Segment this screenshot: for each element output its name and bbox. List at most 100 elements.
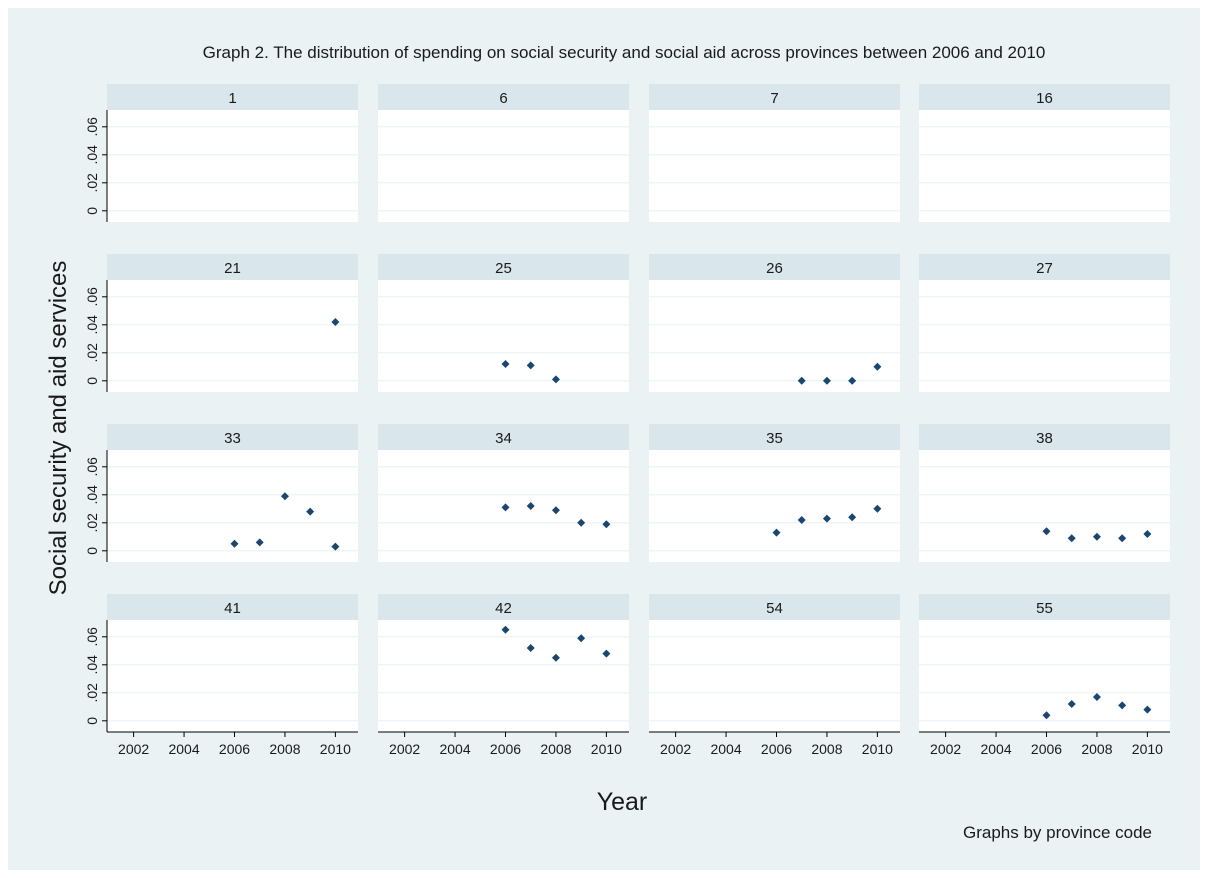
x-tick-label: 2004 bbox=[168, 741, 199, 757]
x-tick-label: 2008 bbox=[540, 741, 571, 757]
panel-label: 21 bbox=[224, 260, 241, 277]
plot-area bbox=[919, 110, 1170, 222]
y-tick-label: .04 bbox=[84, 145, 100, 165]
panel-label: 42 bbox=[495, 600, 512, 617]
data-point bbox=[1092, 532, 1101, 541]
data-point bbox=[1067, 534, 1076, 543]
y-tick-label: .06 bbox=[84, 627, 100, 647]
plot-area bbox=[107, 110, 358, 222]
data-point bbox=[1067, 700, 1076, 708]
x-tick-label: 2002 bbox=[118, 741, 149, 757]
x-tick-label: 2010 bbox=[862, 741, 893, 757]
panel-label: 25 bbox=[495, 260, 512, 277]
y-axis-label: Social security and aid services bbox=[45, 261, 72, 596]
plot-area bbox=[107, 280, 358, 392]
x-tick-label: 2006 bbox=[1031, 741, 1062, 757]
x-tick-label: 2006 bbox=[761, 741, 792, 757]
data-point bbox=[577, 518, 586, 527]
panel-label: 54 bbox=[766, 600, 783, 617]
data-point bbox=[230, 539, 239, 548]
panel-label: 34 bbox=[495, 430, 512, 447]
data-point bbox=[873, 362, 882, 371]
panel-header bbox=[378, 424, 629, 450]
plot-area bbox=[649, 280, 900, 392]
panel-label: 55 bbox=[1036, 600, 1053, 617]
data-point bbox=[577, 634, 586, 643]
panel-label: 27 bbox=[1036, 260, 1053, 277]
data-point bbox=[822, 514, 831, 523]
y-tick-label: .06 bbox=[84, 117, 100, 137]
y-tick-label: .04 bbox=[84, 655, 100, 675]
panel-header bbox=[378, 84, 629, 110]
data-point bbox=[602, 649, 611, 658]
x-tick-label: 2004 bbox=[980, 741, 1011, 757]
data-point bbox=[1118, 534, 1127, 543]
plot-area bbox=[107, 620, 358, 732]
panel-header bbox=[649, 84, 900, 110]
y-tick-label: .02 bbox=[84, 683, 100, 703]
panel-label: 6 bbox=[499, 90, 507, 107]
x-tick-label: 2004 bbox=[439, 741, 470, 757]
y-tick-label: 0 bbox=[84, 377, 100, 385]
plot-area bbox=[919, 450, 1170, 562]
data-point bbox=[280, 492, 289, 501]
x-tick-label: 2010 bbox=[591, 741, 622, 757]
y-tick-label: 0 bbox=[84, 717, 100, 725]
data-point bbox=[551, 375, 560, 384]
panel-header bbox=[107, 254, 358, 280]
data-point bbox=[551, 653, 560, 662]
data-point bbox=[1092, 693, 1101, 701]
plot-area bbox=[649, 620, 900, 732]
y-tick-label: .06 bbox=[84, 287, 100, 307]
x-tick-label: 2002 bbox=[389, 741, 420, 757]
data-point bbox=[848, 376, 857, 385]
plot-area bbox=[378, 280, 629, 392]
y-tick-label: .04 bbox=[84, 485, 100, 505]
data-point bbox=[797, 516, 806, 524]
y-tick-label: .02 bbox=[84, 343, 100, 363]
data-point bbox=[772, 528, 781, 537]
y-tick-label: .02 bbox=[84, 173, 100, 193]
y-tick-label: 0 bbox=[84, 547, 100, 555]
data-point bbox=[526, 644, 535, 652]
panel-header bbox=[919, 84, 1170, 110]
plot-area bbox=[378, 110, 629, 222]
panel-label: 1 bbox=[228, 90, 236, 107]
panel-header bbox=[649, 424, 900, 450]
data-point bbox=[331, 542, 340, 551]
x-tick-label: 2004 bbox=[710, 741, 741, 757]
data-point bbox=[551, 506, 560, 515]
panel-header bbox=[378, 594, 629, 620]
data-point bbox=[1118, 701, 1127, 710]
panel-header bbox=[378, 254, 629, 280]
x-tick-label: 2002 bbox=[660, 741, 691, 757]
plot-area bbox=[649, 110, 900, 222]
plot-area bbox=[378, 620, 629, 732]
panel-header bbox=[919, 254, 1170, 280]
data-point bbox=[1042, 711, 1051, 720]
data-point bbox=[501, 503, 510, 512]
x-tick-label: 2008 bbox=[1081, 741, 1112, 757]
panel-label: 16 bbox=[1036, 90, 1053, 107]
panel-header bbox=[649, 594, 900, 620]
data-point bbox=[797, 376, 806, 385]
data-point bbox=[501, 360, 510, 368]
panel-label: 33 bbox=[224, 430, 241, 447]
chart-note: Graphs by province code bbox=[963, 823, 1152, 842]
data-point bbox=[306, 507, 315, 516]
x-tick-label: 2008 bbox=[269, 741, 300, 757]
x-axis-label: Year bbox=[597, 788, 648, 816]
data-point bbox=[331, 318, 340, 326]
data-point bbox=[848, 513, 857, 522]
y-tick-label: .02 bbox=[84, 513, 100, 533]
panel-header bbox=[919, 594, 1170, 620]
panel-label: 7 bbox=[770, 90, 778, 107]
data-point bbox=[1042, 527, 1051, 536]
x-tick-label: 2006 bbox=[490, 741, 521, 757]
panel-label: 38 bbox=[1036, 430, 1053, 447]
panel-header bbox=[107, 424, 358, 450]
panel-label: 41 bbox=[224, 600, 241, 617]
panel-label: 35 bbox=[766, 430, 783, 447]
data-point bbox=[602, 520, 611, 529]
